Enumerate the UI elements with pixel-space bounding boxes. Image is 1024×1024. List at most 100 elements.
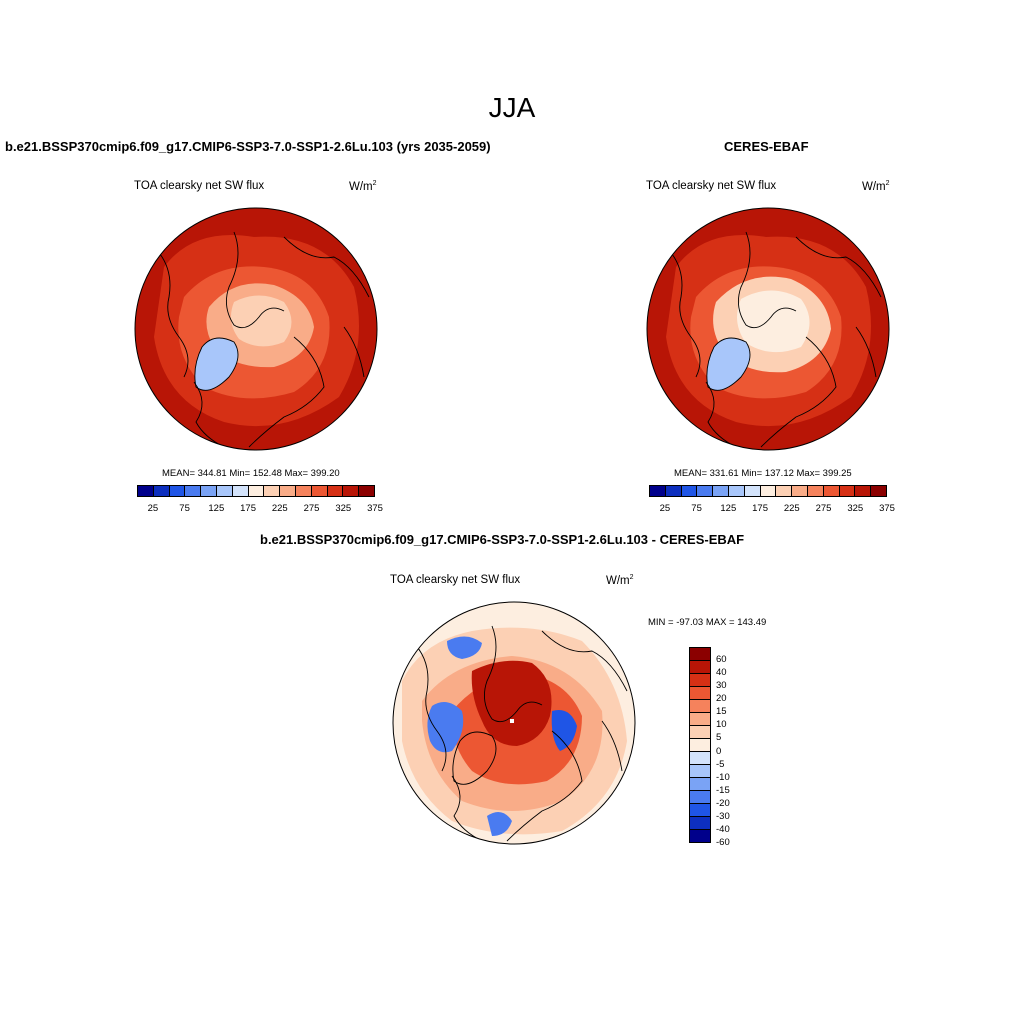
colorbar-swatch bbox=[776, 486, 793, 496]
colorbar-swatch bbox=[248, 486, 265, 496]
colorbar-swatch bbox=[690, 804, 710, 817]
colorbar-tick-label: 15 bbox=[716, 706, 727, 718]
colorbar-swatch bbox=[311, 486, 328, 496]
colorbar-swatch bbox=[264, 486, 281, 496]
panel3-polar-map bbox=[392, 601, 636, 845]
colorbar-tick-label: 5 bbox=[716, 732, 722, 744]
colorbar-swatch bbox=[690, 726, 710, 739]
panel1-polar-map bbox=[134, 207, 378, 451]
colorbar-swatch bbox=[792, 486, 808, 496]
colorbar-swatch bbox=[855, 486, 872, 496]
colorbar-swatch bbox=[823, 486, 840, 496]
panel3-title: b.e21.BSSP370cmip6.f09_g17.CMIP6-SSP3-7.… bbox=[260, 532, 745, 547]
colorbar-swatch bbox=[359, 486, 374, 496]
colorbar-tick-label: -15 bbox=[716, 784, 730, 796]
colorbar-tick-label: -60 bbox=[716, 837, 730, 848]
colorbar-tick-label: 75 bbox=[691, 503, 702, 514]
colorbar-tick-label: 325 bbox=[335, 503, 352, 514]
colorbar-swatch bbox=[201, 486, 217, 496]
panel1-stats: MEAN= 344.81 Min= 152.48 Max= 399.20 bbox=[162, 468, 340, 479]
colorbar-swatch bbox=[728, 486, 745, 496]
colorbar-swatch bbox=[871, 486, 886, 496]
colorbar-tick-label: 25 bbox=[147, 503, 159, 514]
panel1-units: W/m2 bbox=[349, 180, 377, 193]
colorbar-swatch bbox=[697, 486, 714, 496]
p3-blue1-region bbox=[427, 702, 464, 753]
panel3-variable-label: TOA clearsky net SW flux bbox=[390, 574, 521, 586]
colorbar-tick-label: 60 bbox=[716, 654, 727, 666]
colorbar-tick-label: 175 bbox=[240, 503, 256, 514]
colorbar-swatch bbox=[690, 739, 710, 752]
colorbar-swatch bbox=[327, 486, 344, 496]
panel2-polar-map bbox=[646, 207, 890, 451]
colorbar-swatch bbox=[690, 713, 710, 726]
colorbar-swatch bbox=[232, 486, 249, 496]
colorbar-tick-label: -20 bbox=[716, 797, 730, 809]
colorbar-tick-label: 375 bbox=[367, 503, 383, 514]
colorbar-swatch bbox=[216, 486, 233, 496]
colorbar-tick-label: -30 bbox=[716, 810, 730, 822]
colorbar-swatch bbox=[169, 486, 186, 496]
colorbar-swatch bbox=[138, 486, 154, 496]
panel2-variable-label: TOA clearsky net SW flux bbox=[646, 180, 777, 192]
colorbar-tick-label: -40 bbox=[716, 823, 730, 835]
panel1-colorbar bbox=[137, 485, 375, 497]
panel1-colorbar-ticks: 25 75 125 175 225 275 325 375 bbox=[137, 503, 383, 517]
colorbar-swatch bbox=[690, 700, 710, 713]
colorbar-swatch bbox=[713, 486, 729, 496]
colorbar-tick-label: 20 bbox=[716, 693, 727, 705]
colorbar-swatch bbox=[760, 486, 777, 496]
colorbar-tick-label: 10 bbox=[716, 719, 727, 731]
panel2-title: CERES-EBAF bbox=[724, 139, 809, 154]
p3-blue2-region bbox=[551, 710, 577, 751]
p3-blue4-region bbox=[487, 812, 512, 836]
colorbar-tick-label: 75 bbox=[179, 503, 190, 514]
colorbar-swatch bbox=[690, 830, 710, 842]
colorbar-tick-label: 25 bbox=[659, 503, 671, 514]
colorbar-swatch bbox=[690, 752, 710, 765]
colorbar-tick-label: 30 bbox=[716, 680, 727, 692]
colorbar-swatch bbox=[665, 486, 682, 496]
colorbar-swatch bbox=[690, 817, 710, 830]
colorbar-tick-label: 275 bbox=[303, 503, 320, 514]
colorbar-tick-label: 225 bbox=[783, 503, 800, 514]
colorbar-swatch bbox=[690, 778, 710, 791]
colorbar-tick-label: 40 bbox=[716, 667, 727, 679]
colorbar-swatch bbox=[690, 674, 710, 687]
colorbar-swatch bbox=[280, 486, 296, 496]
colorbar-swatch bbox=[690, 765, 710, 778]
colorbar-tick-label: 0 bbox=[716, 745, 722, 757]
colorbar-swatch bbox=[295, 486, 312, 496]
colorbar-swatch bbox=[690, 687, 710, 700]
colorbar-tick-label: 125 bbox=[208, 503, 225, 514]
colorbar-swatch bbox=[807, 486, 824, 496]
colorbar-tick-label: 225 bbox=[271, 503, 288, 514]
colorbar-tick-label: 275 bbox=[815, 503, 832, 514]
colorbar-swatch bbox=[690, 661, 710, 674]
colorbar-swatch bbox=[744, 486, 761, 496]
colorbar-tick-label: -10 bbox=[716, 771, 730, 783]
colorbar-swatch bbox=[343, 486, 360, 496]
colorbar-tick-label: 125 bbox=[720, 503, 737, 514]
colorbar-tick-label: -5 bbox=[716, 758, 725, 770]
p3-arctic-region bbox=[471, 660, 552, 746]
panel2-units: W/m2 bbox=[862, 180, 890, 193]
colorbar-tick-label: 175 bbox=[752, 503, 768, 514]
colorbar-swatch bbox=[153, 486, 170, 496]
panel3-colorbar-ticks: 60 40 30 20 15 10 5 0 -5 -10 -15 -20 -30 -40 -60 bbox=[716, 647, 756, 848]
season-title: JJA bbox=[488, 92, 536, 123]
p1-icecap-region bbox=[230, 295, 292, 347]
colorbar-swatch bbox=[681, 486, 698, 496]
panel3-colorbar bbox=[689, 647, 711, 843]
panel3-stats: MIN = -97.03 MAX = 143.49 bbox=[648, 617, 767, 628]
panel1-title: b.e21.BSSP370cmip6.f09_g17.CMIP6-SSP3-7.… bbox=[5, 139, 491, 154]
colorbar-tick-label: 325 bbox=[847, 503, 864, 514]
panel2-stats: MEAN= 331.61 Min= 137.12 Max= 399.25 bbox=[674, 468, 852, 479]
colorbar-swatch bbox=[650, 486, 666, 496]
p2-greenland-region bbox=[706, 338, 750, 391]
p3-blue3-region bbox=[447, 636, 482, 659]
colorbar-swatch bbox=[690, 791, 710, 804]
panel2-colorbar-ticks: 25 75 125 175 225 275 325 375 bbox=[649, 503, 895, 517]
p1-greenland-region bbox=[194, 338, 238, 391]
colorbar-tick-label: 375 bbox=[879, 503, 895, 514]
